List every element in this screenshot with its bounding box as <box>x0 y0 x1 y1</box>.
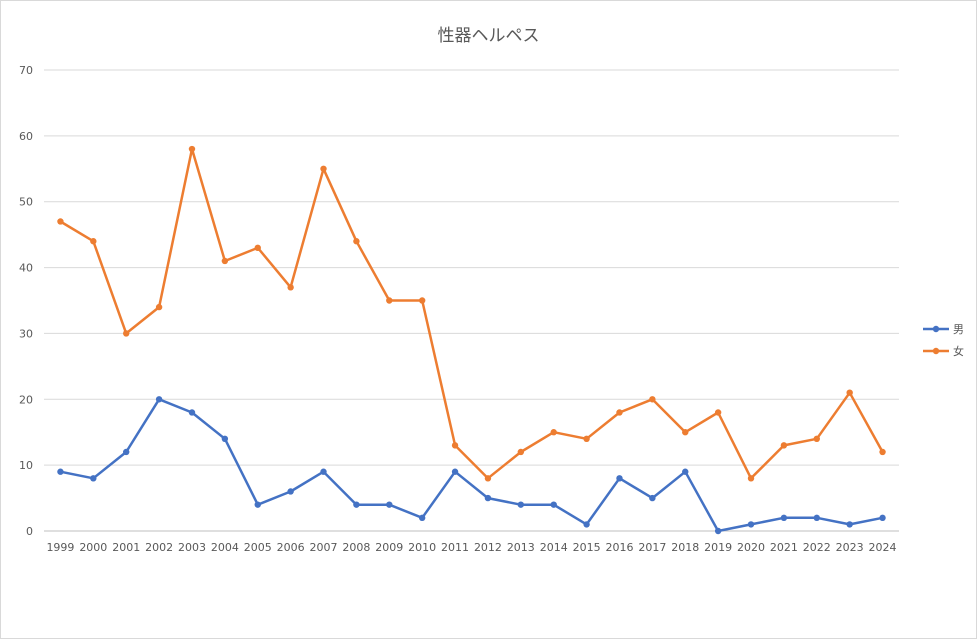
data-point <box>879 448 886 456</box>
y-tick-label: 20 <box>19 393 33 406</box>
x-tick-label: 2006 <box>277 541 305 554</box>
data-point <box>451 468 459 475</box>
data-point <box>287 284 294 291</box>
data-point <box>155 303 163 311</box>
x-tick-label: 2023 <box>836 541 864 554</box>
data-point <box>813 514 820 522</box>
data-point <box>188 145 196 153</box>
data-point <box>155 396 163 403</box>
data-point <box>780 442 788 449</box>
data-point <box>90 238 97 245</box>
x-tick-label: 2013 <box>507 541 535 554</box>
data-point <box>418 297 426 304</box>
data-point <box>649 494 656 502</box>
y-tick-label: 10 <box>19 459 33 472</box>
data-point <box>714 409 722 416</box>
data-point <box>254 244 261 252</box>
x-tick-label: 2015 <box>573 541 601 554</box>
x-tick-label: 2018 <box>671 541 699 554</box>
data-point <box>484 475 492 482</box>
data-point <box>123 448 130 456</box>
y-tick-label: 40 <box>19 262 33 275</box>
data-point <box>747 475 755 482</box>
x-tick-label: 2007 <box>310 541 338 554</box>
legend-marker-0 <box>932 325 940 333</box>
data-point <box>616 409 623 416</box>
data-point <box>254 501 261 508</box>
data-point <box>386 297 393 304</box>
y-tick-label: 0 <box>26 525 33 538</box>
data-point <box>583 435 590 442</box>
data-point <box>90 475 97 482</box>
data-point <box>320 468 327 475</box>
data-point <box>221 257 229 265</box>
data-point <box>714 527 722 535</box>
data-point <box>188 409 196 416</box>
data-point <box>682 468 689 475</box>
x-tick-label: 2014 <box>540 541 568 554</box>
data-point <box>451 442 459 449</box>
data-point <box>550 429 557 436</box>
data-point <box>879 514 886 522</box>
data-point <box>846 521 853 528</box>
data-point <box>747 521 755 528</box>
x-tick-label: 2001 <box>112 541 140 554</box>
x-tick-label: 2019 <box>704 541 732 554</box>
x-tick-label: 2008 <box>342 541 370 554</box>
y-tick-label: 60 <box>19 130 33 143</box>
series-line-0 <box>59 398 884 533</box>
x-tick-label: 2009 <box>375 541 403 554</box>
x-tick-label: 1999 <box>46 541 74 554</box>
data-point <box>616 475 623 482</box>
x-tick-label: 2020 <box>737 541 765 554</box>
data-point <box>550 501 557 508</box>
x-tick-label: 2016 <box>605 541 633 554</box>
data-point <box>682 429 689 436</box>
x-tick-label: 2011 <box>441 541 469 554</box>
x-tick-label: 2024 <box>869 541 897 554</box>
data-point <box>517 448 525 456</box>
data-point <box>517 501 525 508</box>
x-tick-label: 2017 <box>638 541 666 554</box>
x-tick-label: 2003 <box>178 541 206 554</box>
data-point <box>353 238 360 245</box>
x-tick-label: 2021 <box>770 541 798 554</box>
data-point <box>57 468 64 475</box>
y-tick-label: 50 <box>19 196 33 209</box>
data-point <box>320 165 327 172</box>
data-point <box>123 330 130 337</box>
data-point <box>484 494 492 502</box>
x-tick-label: 2012 <box>474 541 502 554</box>
x-tick-label: 2002 <box>145 541 173 554</box>
data-point <box>649 396 656 403</box>
chart-title: 性器ヘルペス <box>437 26 540 46</box>
data-point <box>583 521 590 528</box>
legend-label: 男 <box>953 323 964 336</box>
x-tick-label: 2004 <box>211 541 239 554</box>
data-point <box>287 488 294 495</box>
data-point <box>813 435 820 442</box>
x-tick-label: 2022 <box>803 541 831 554</box>
legend-label: 女 <box>953 344 964 358</box>
data-point <box>780 514 788 522</box>
series-line-1 <box>59 147 884 480</box>
legend-marker-1 <box>932 347 940 355</box>
data-point <box>418 514 426 522</box>
x-tick-label: 2000 <box>79 541 107 554</box>
y-tick-label: 70 <box>19 64 33 77</box>
x-tick-label: 2005 <box>244 541 272 554</box>
x-tick-label: 2010 <box>408 541 436 554</box>
data-point <box>386 501 393 508</box>
data-point <box>57 218 64 225</box>
data-point <box>221 435 229 442</box>
data-point <box>846 389 853 396</box>
y-tick-label: 30 <box>19 327 33 340</box>
data-point <box>353 501 360 508</box>
